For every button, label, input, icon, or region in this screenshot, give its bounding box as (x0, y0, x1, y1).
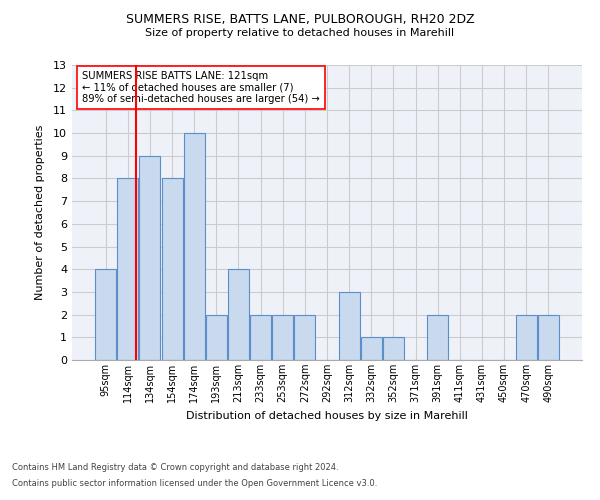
Bar (206, 314, 227, 360)
Bar (361, 338, 382, 360)
Bar (272, 314, 293, 360)
Bar (161, 178, 182, 360)
Bar (515, 314, 536, 360)
Bar (95, 269, 116, 360)
Text: Size of property relative to detached houses in Marehill: Size of property relative to detached ho… (145, 28, 455, 38)
Text: SUMMERS RISE, BATTS LANE, PULBOROUGH, RH20 2DZ: SUMMERS RISE, BATTS LANE, PULBOROUGH, RH… (125, 12, 475, 26)
X-axis label: Distribution of detached houses by size in Marehill: Distribution of detached houses by size … (186, 410, 468, 420)
Bar (184, 133, 205, 360)
Bar (139, 156, 160, 360)
Bar (427, 314, 448, 360)
Bar (383, 338, 404, 360)
Bar (295, 314, 316, 360)
Text: Contains HM Land Registry data © Crown copyright and database right 2024.: Contains HM Land Registry data © Crown c… (12, 464, 338, 472)
Bar (538, 314, 559, 360)
Text: Contains public sector information licensed under the Open Government Licence v3: Contains public sector information licen… (12, 478, 377, 488)
Bar (250, 314, 271, 360)
Bar (228, 269, 249, 360)
Y-axis label: Number of detached properties: Number of detached properties (35, 125, 44, 300)
Text: SUMMERS RISE BATTS LANE: 121sqm
← 11% of detached houses are smaller (7)
89% of : SUMMERS RISE BATTS LANE: 121sqm ← 11% of… (82, 71, 320, 104)
Bar (338, 292, 359, 360)
Bar (118, 178, 139, 360)
